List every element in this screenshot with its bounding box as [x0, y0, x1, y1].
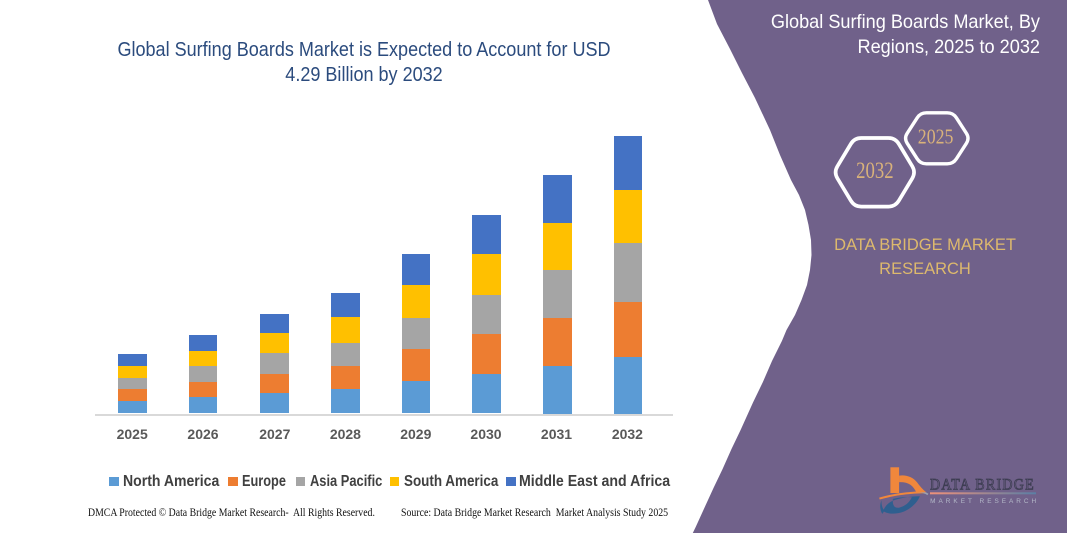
- svg-text:DATA BRIDGE: DATA BRIDGE: [930, 477, 1035, 494]
- svg-text:2025: 2025: [918, 125, 954, 149]
- svg-text:2032: 2032: [856, 158, 894, 183]
- svg-text:MARKET RESEARCH: MARKET RESEARCH: [930, 498, 1039, 505]
